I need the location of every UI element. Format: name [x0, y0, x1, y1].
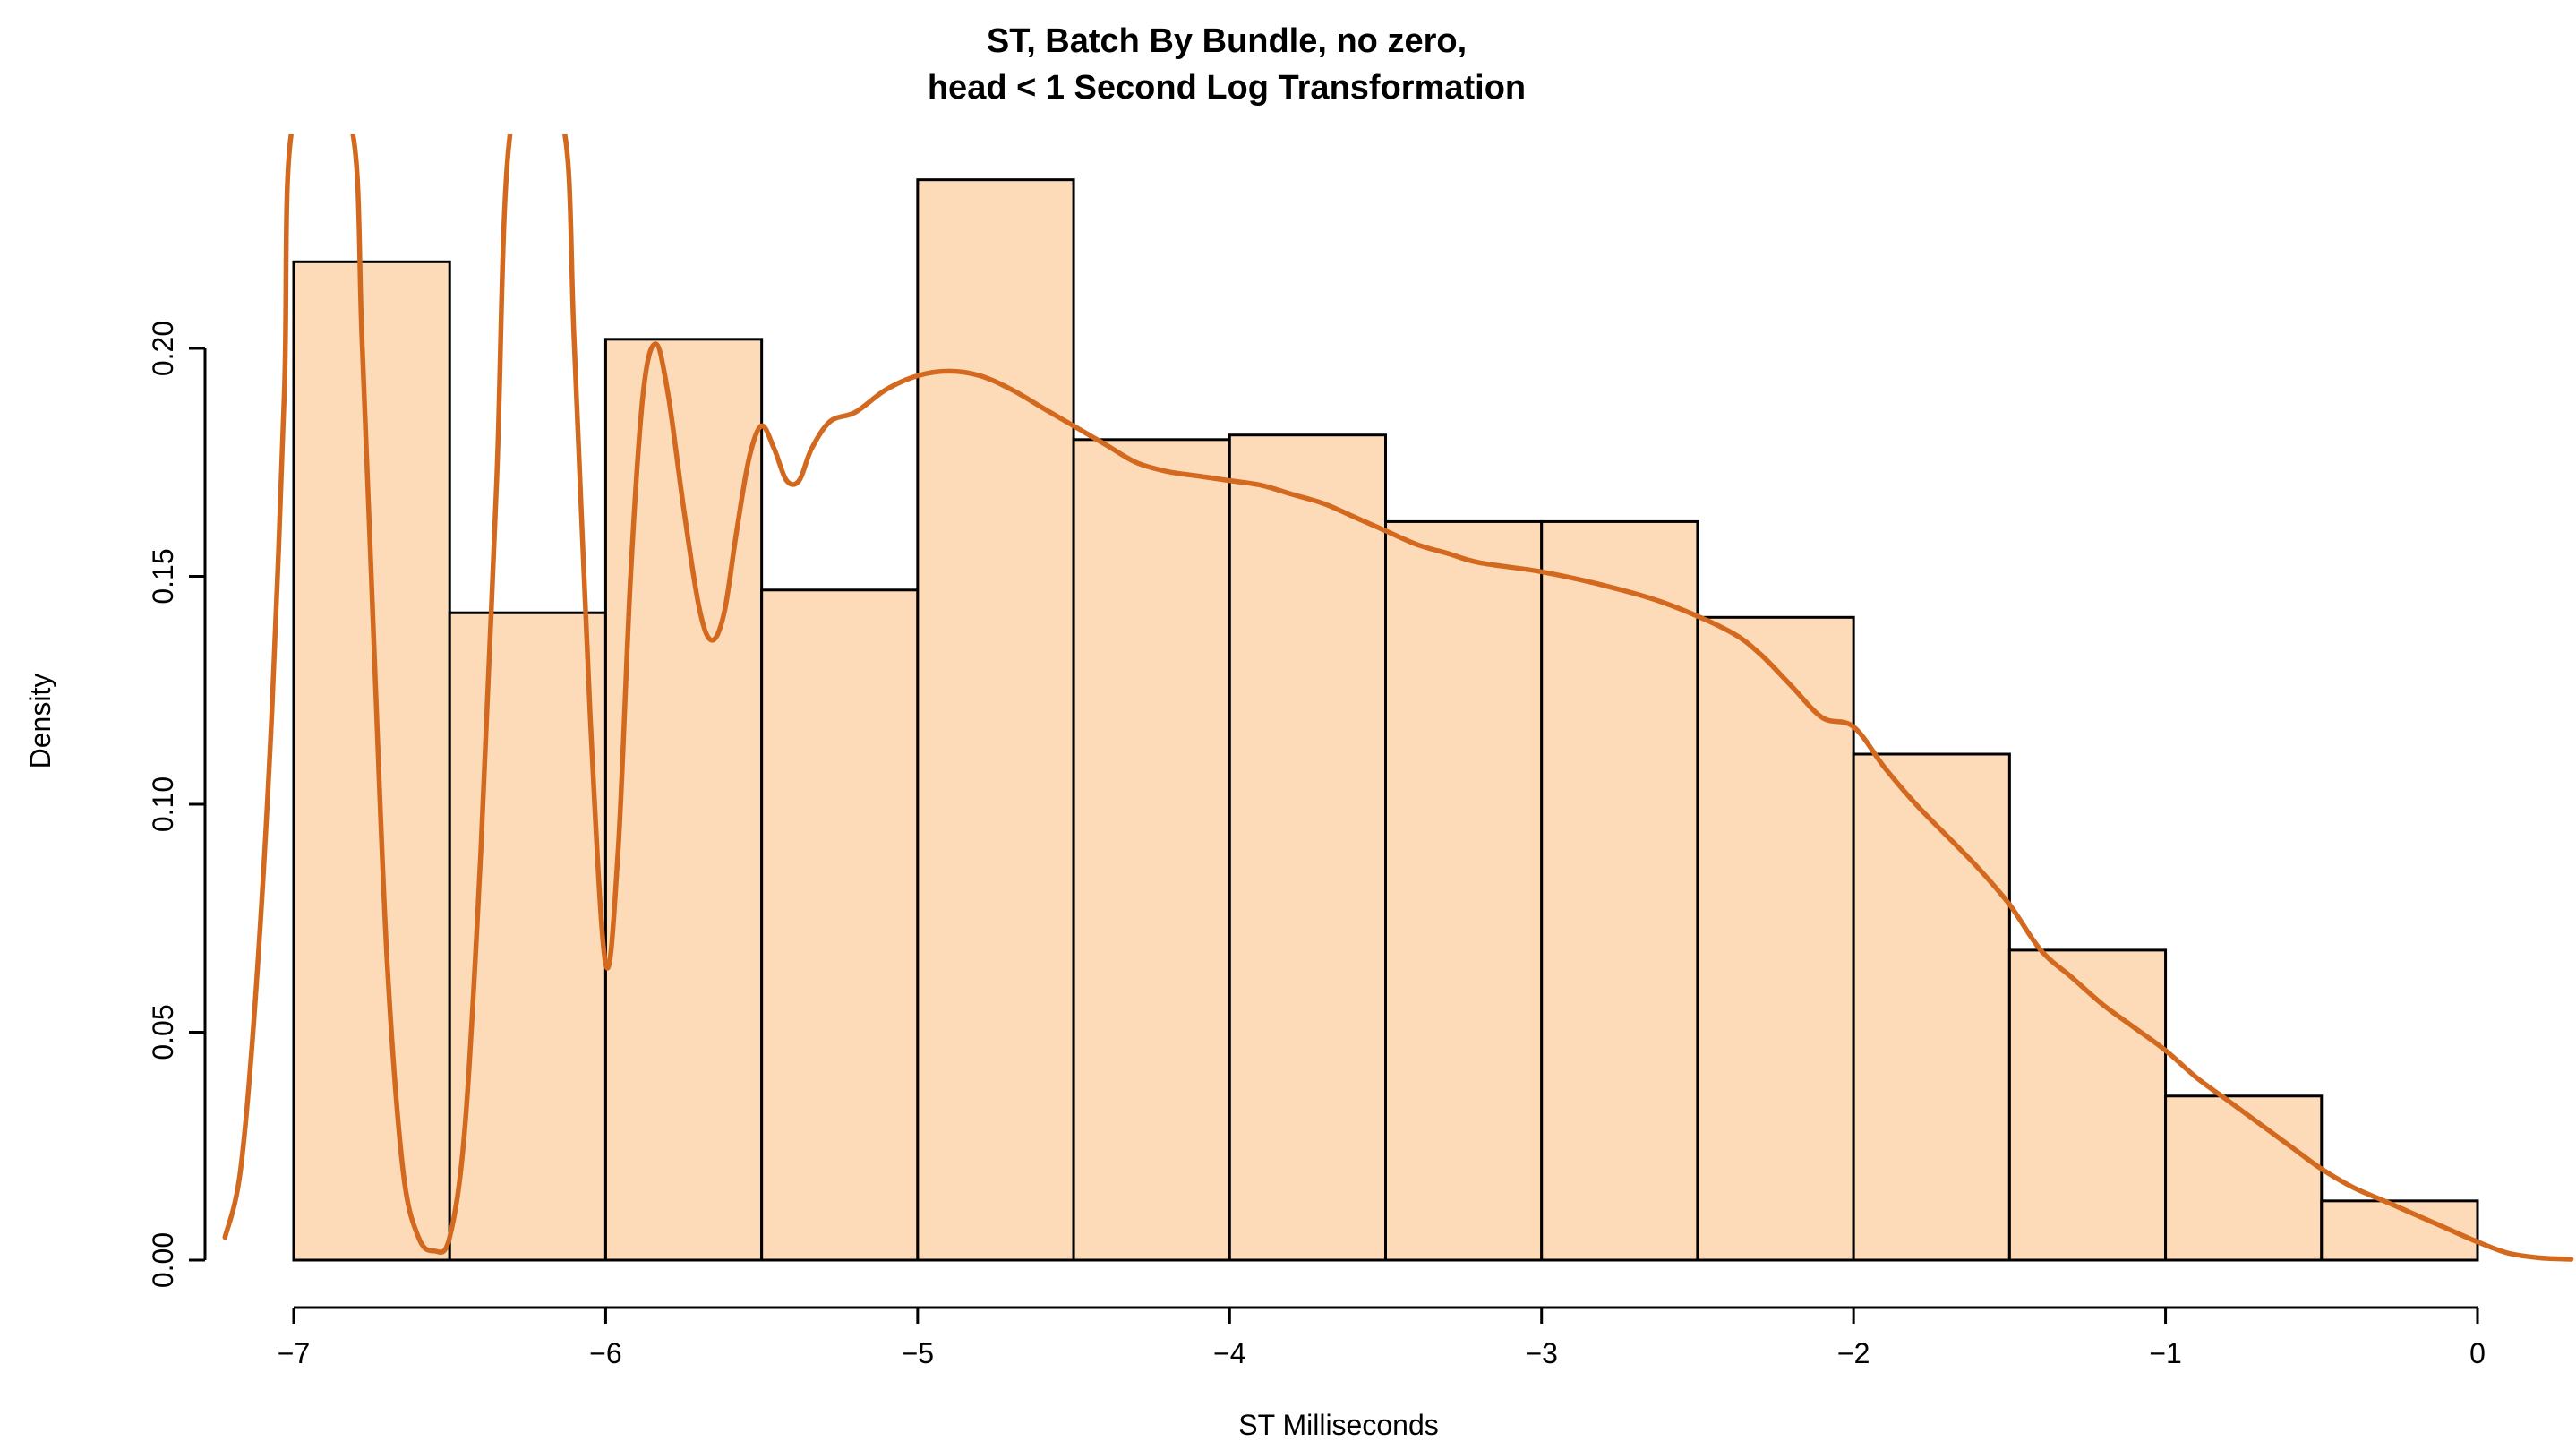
x-tick-label-7: 0 — [2469, 1337, 2486, 1369]
density-curve — [222, 134, 2574, 1262]
histogram-bar-5 — [916, 178, 1075, 1262]
histogram-bar-2 — [448, 611, 607, 1262]
y-axis-label: Density — [24, 674, 56, 769]
histogram-bar-10 — [1696, 615, 1855, 1262]
chart-title: ST, Batch By Bundle, no zero, head < 1 S… — [928, 22, 1526, 107]
histogram-bar-9 — [1540, 519, 1699, 1262]
x-axis: −7 −6 −5 −4 −3 −2 −1 0 — [278, 1306, 2486, 1369]
histogram-bar-1 — [292, 260, 451, 1262]
histogram-bar-3 — [603, 338, 764, 1262]
y-tick-label-2: 0.10 — [147, 776, 179, 832]
x-tick-label-2: −5 — [902, 1337, 934, 1369]
x-tick-label-4: −3 — [1525, 1337, 1557, 1369]
chart-title-line-2: head < 1 Second Log Transformation — [928, 69, 1526, 107]
chart-title-line-1: ST, Batch By Bundle, no zero, — [987, 22, 1467, 60]
histogram-bars — [292, 178, 2479, 1262]
density-curve-layer — [222, 134, 2574, 1262]
x-axis-label: ST Milliseconds — [1238, 1409, 1438, 1441]
y-axis: 0.00 0.05 0.10 0.15 0.20 — [147, 321, 207, 1288]
histogram-bar-11 — [1852, 752, 2011, 1262]
histogram-bar-7 — [1228, 433, 1388, 1262]
histogram-bar-12 — [2007, 948, 2168, 1262]
histogram-bar-6 — [1072, 438, 1231, 1262]
histogram-bar-4 — [760, 588, 920, 1262]
y-tick-label-0: 0.00 — [147, 1232, 179, 1288]
histogram-bar-8 — [1384, 519, 1544, 1262]
y-tick-label-1: 0.05 — [147, 1004, 179, 1060]
histogram-bar-13 — [2164, 1094, 2324, 1262]
x-tick-label-3: −4 — [1213, 1337, 1245, 1369]
x-tick-label-1: −6 — [589, 1337, 621, 1369]
y-tick-label-4: 0.20 — [147, 321, 179, 376]
x-tick-label-6: −1 — [2149, 1337, 2181, 1369]
x-tick-label-5: −2 — [1837, 1337, 1870, 1369]
y-tick-label-3: 0.15 — [147, 548, 179, 604]
x-tick-label-0: −7 — [278, 1337, 310, 1369]
